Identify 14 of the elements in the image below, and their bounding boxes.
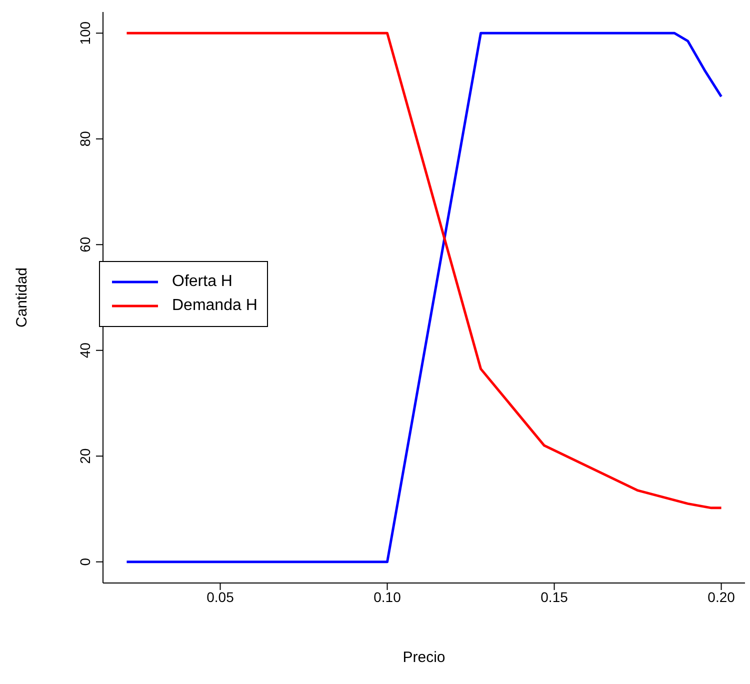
y-tick-label: 80: [77, 130, 93, 147]
y-tick-label: 60: [77, 236, 93, 252]
legend-label: Oferta H: [172, 273, 232, 291]
x-tick-label: 0.15: [540, 588, 568, 605]
y-tick-label: 40: [77, 342, 93, 358]
x-tick-label: 0.05: [206, 588, 234, 605]
x-axis-title: Precio: [402, 649, 446, 666]
legend-label: Demanda H: [172, 297, 258, 315]
y-tick-label: 0: [77, 558, 93, 566]
y-tick-label: 20: [77, 448, 93, 464]
y-tick-label: 100: [77, 21, 93, 45]
x-tick-label: 0.20: [708, 588, 736, 605]
x-tick-label: 0.10: [374, 588, 402, 605]
y-axis-title: Cantidad: [13, 267, 30, 328]
